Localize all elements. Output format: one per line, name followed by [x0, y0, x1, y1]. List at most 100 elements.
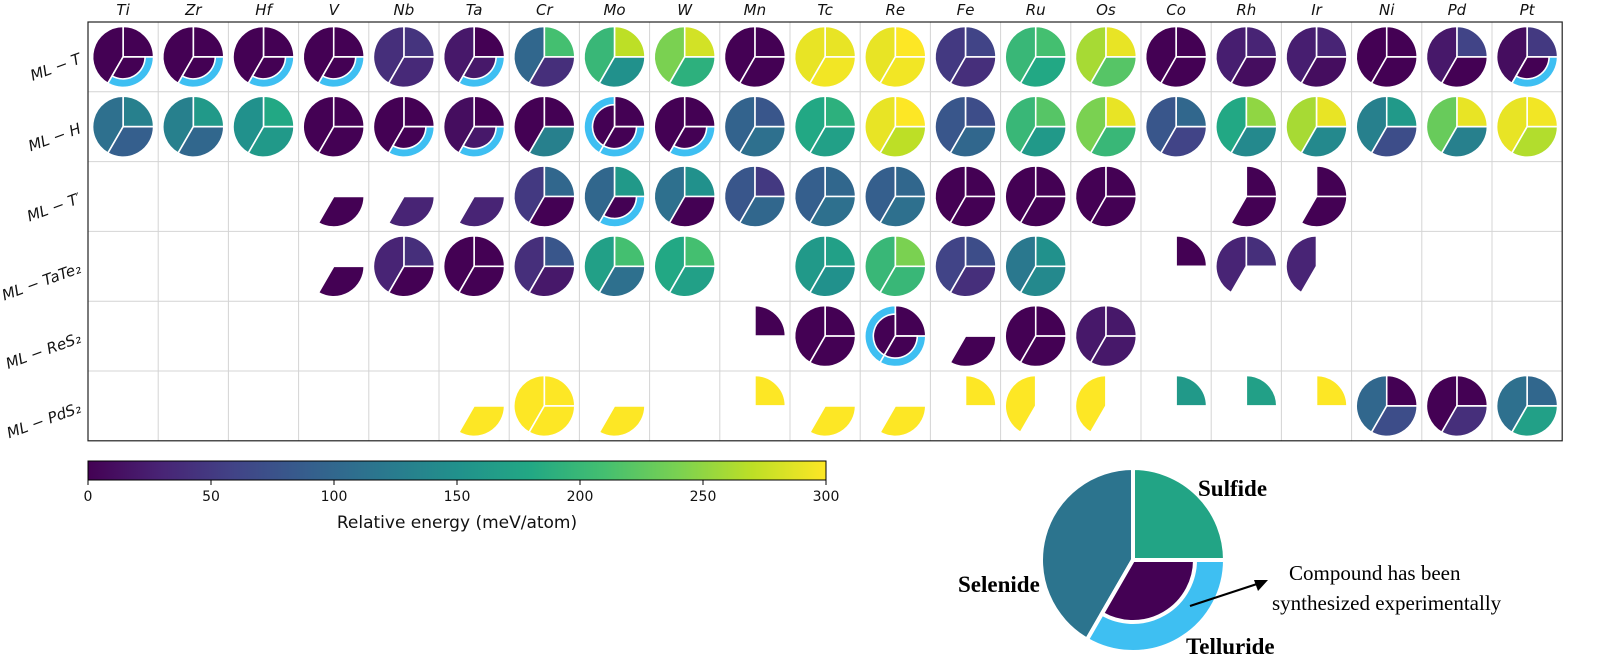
cell-telluride-sector [1510, 125, 1559, 158]
cell-telluride-sector [1440, 125, 1489, 158]
arrow-line [1189, 581, 1261, 608]
legend-note-line2: synthesized experimentally [1272, 591, 1502, 615]
cell-sulfide-sector [964, 165, 997, 198]
cell-sulfide-sector [1385, 95, 1419, 128]
cell-telluride-sector [1019, 56, 1068, 89]
cell-sulfide-sector [1315, 25, 1348, 58]
colorbar-tick-label: 150 [444, 489, 471, 505]
cell-telluride-sector [949, 265, 997, 298]
cell-sulfide-sector [683, 95, 717, 128]
cell-pt-row1 [1495, 25, 1559, 89]
cell-co-row4 [1175, 234, 1208, 268]
cell-mo-row6 [598, 405, 646, 438]
cell-sulfide-sector [1526, 374, 1559, 407]
colorbar-tick-label: 50 [202, 489, 220, 505]
cell-sulfide-sector [613, 25, 646, 58]
cell-w-row2 [653, 95, 717, 158]
cell-telluride-sector [883, 335, 919, 359]
cell-telluride-sector [878, 405, 927, 438]
cell-sulfide-sector [403, 25, 436, 58]
cell-sulfide-sector [1526, 25, 1559, 58]
cell-sulfide-sector [192, 25, 225, 58]
cell-fe-row2 [934, 95, 997, 158]
cell-re-row5 [864, 304, 927, 368]
cell-sulfide-sector [964, 95, 997, 128]
column-label: Pt [1520, 1, 1536, 19]
cell-os-row1 [1074, 25, 1138, 89]
cell-sulfide-sector [754, 304, 787, 337]
cell-sulfide-sector [683, 165, 717, 198]
cell-hf-row2 [232, 95, 295, 158]
cell-telluride-sector [672, 125, 708, 150]
cell-tc-row2 [793, 95, 857, 158]
cell-selenide-sector [1285, 234, 1318, 294]
cell-telluride-sector [527, 265, 576, 298]
cell-cr-row3 [513, 165, 576, 228]
cell-telluride-sector [462, 56, 497, 80]
cell-selenide-sector [1004, 374, 1037, 434]
cell-os-row5 [1074, 304, 1138, 368]
row-label: ML − TaTe₂ [0, 259, 83, 304]
cell-co-row1 [1144, 25, 1208, 89]
legend: Sulfide Selenide Telluride Compound has … [958, 465, 1502, 659]
column-label: Mo [603, 1, 625, 19]
cell-telluride-sector [1019, 195, 1068, 228]
column-label: V [329, 1, 341, 19]
row-labels: ML − T ML − H ML − T′ ML − TaTe₂ ML − ReS₂ ML… [0, 49, 85, 442]
cell-sulfide-sector [894, 304, 927, 337]
cell-telluride-sector [878, 195, 927, 228]
cell-sulfide-sector [403, 95, 436, 128]
cell-sulfide-sector [1034, 95, 1068, 128]
cell-hf-row1 [232, 25, 295, 89]
cell-nb-row3 [387, 195, 436, 228]
cell-cr-row1 [513, 25, 576, 89]
column-label: Zr [184, 1, 202, 19]
cell-ni-row6 [1355, 374, 1419, 438]
cell-telluride-sector [808, 56, 857, 89]
cell-sulfide-sector [824, 234, 857, 268]
cell-sulfide-sector [192, 95, 225, 128]
cell-sulfide-sector [1175, 374, 1208, 407]
cell-telluride-sector [527, 56, 576, 89]
cell-telluride-sector [949, 335, 997, 368]
column-label: Pd [1448, 1, 1467, 19]
cell-ta-row4 [442, 234, 506, 298]
cell-ru-row6 [1004, 374, 1037, 434]
cell-sulfide-sector [1105, 304, 1138, 337]
cell-telluride-sector [527, 195, 576, 228]
cell-ru-row3 [1004, 165, 1068, 228]
cell-fe-row3 [934, 165, 997, 228]
cell-telluride-sector [317, 125, 366, 158]
cell-sulfide-sector [1456, 25, 1489, 58]
cell-sulfide-sector [262, 95, 295, 128]
cell-ni-row1 [1355, 25, 1419, 89]
legend-note-line1: Compound has been [1289, 561, 1461, 585]
cell-sulfide-sector [964, 25, 997, 58]
cell-sulfide-sector [1245, 234, 1278, 268]
cell-sulfide-sector [613, 165, 646, 198]
cell-sulfide-sector [543, 234, 576, 268]
cell-sulfide-sector [403, 234, 436, 268]
cell-fe-row1 [934, 25, 997, 89]
cell-telluride-sector [1229, 56, 1278, 89]
cell-os-row6 [1074, 374, 1107, 434]
cell-telluride-sector [602, 125, 638, 150]
cell-re-row6 [878, 405, 927, 438]
cell-telluride-sector [1019, 335, 1068, 368]
cell-sulfide-sector [613, 234, 646, 268]
cell-cr-row2 [513, 95, 576, 158]
cell-sulfide-sector [754, 374, 787, 407]
cell-sulfide-sector [1034, 25, 1068, 58]
cell-sulfide-sector [613, 95, 646, 128]
cell-v-row1 [302, 25, 366, 89]
cell-sulfide-sector [1034, 304, 1068, 337]
cell-telluride-sector [808, 195, 857, 228]
cell-telluride-sector [251, 56, 287, 80]
column-label: Fe [957, 1, 975, 19]
cell-rh-row2 [1215, 95, 1278, 158]
cell-sulfide-sector [1245, 95, 1278, 128]
cell-ta-row1 [442, 25, 506, 89]
cell-selenide-sector [1074, 374, 1107, 434]
cell-w-row1 [653, 25, 717, 89]
